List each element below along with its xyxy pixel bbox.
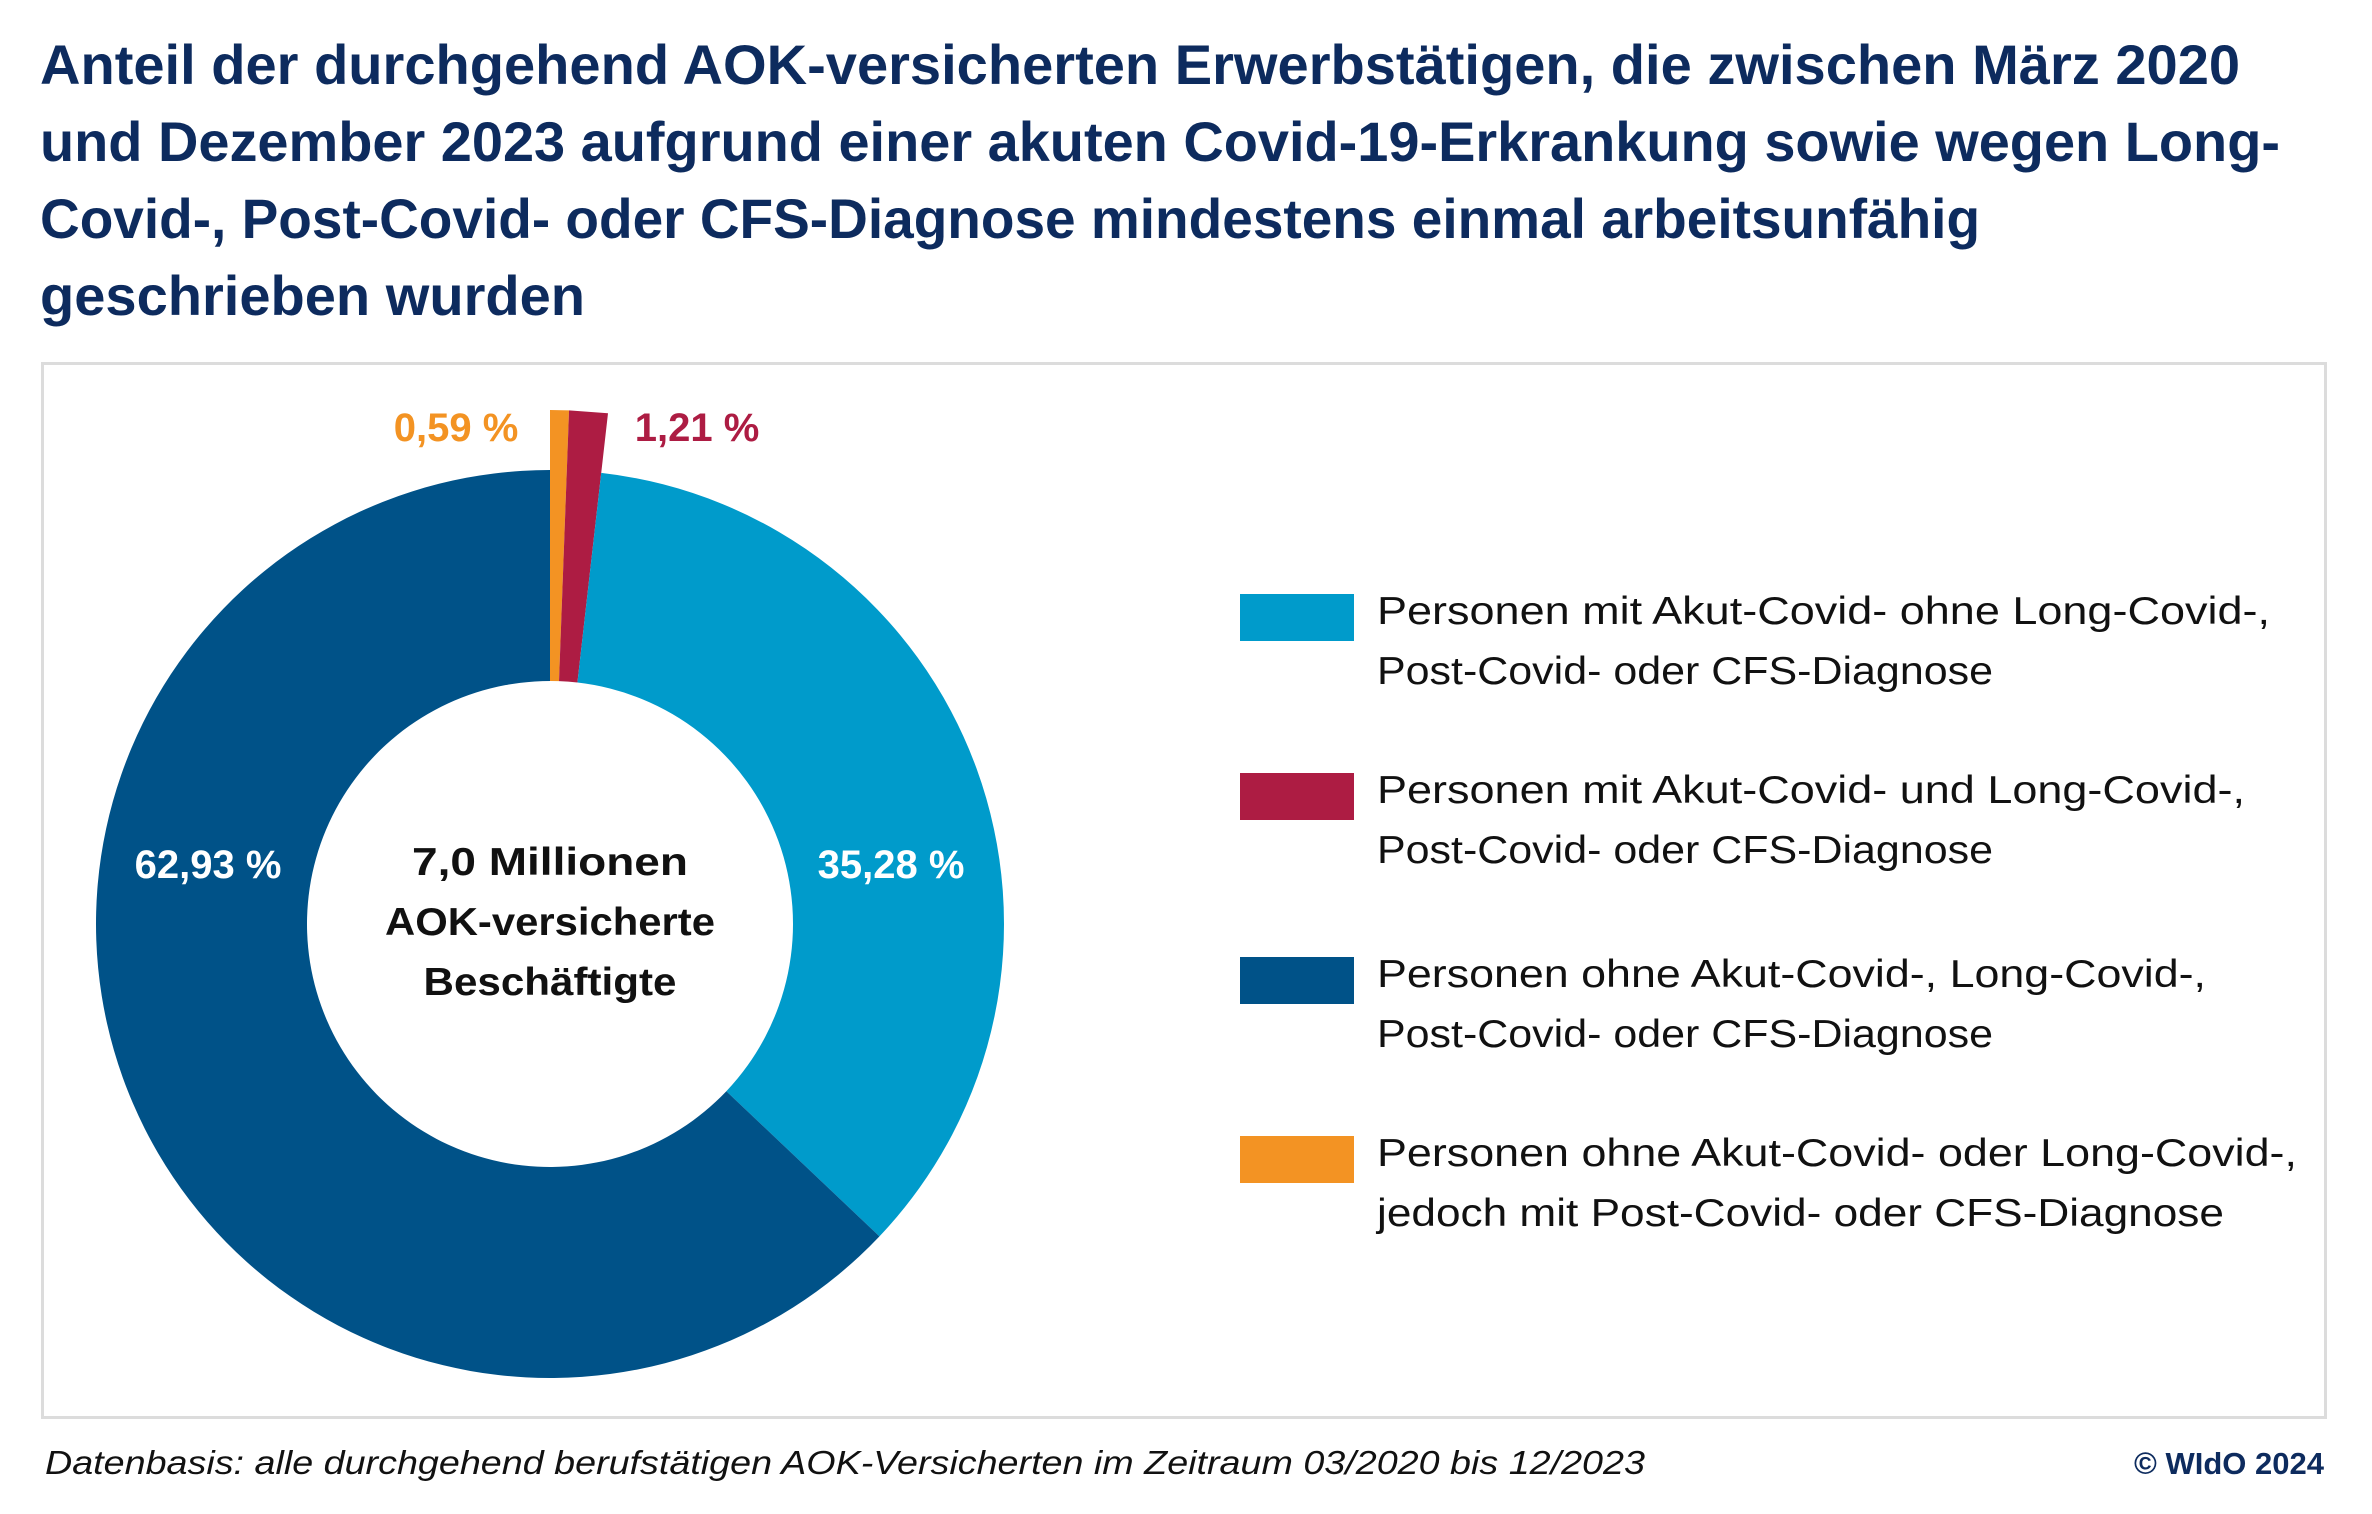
slice-label-orange: 0,59 %	[394, 406, 519, 450]
center-label-line: 7,0 Millionen	[412, 840, 688, 884]
legend-swatch-darkblue	[1240, 957, 1354, 1004]
data-source-note: Datenbasis: alle durchgehend berufstätig…	[45, 1444, 1645, 1481]
chart-title: Anteil der durchgehend AOK-versicherten …	[40, 26, 2284, 334]
legend-label: Personen ohne Akut-Covid- oder Long-Covi…	[1377, 1132, 2297, 1235]
slice-label-lightblue: 35,28 %	[818, 843, 965, 887]
copyright: © WIdO 2024	[2134, 1446, 2324, 1481]
title-line: und Dezember 2023 aufgrund einer akuten …	[40, 110, 2280, 173]
legend-swatch-orange	[1240, 1136, 1354, 1183]
slice-labels: 0,59 % 1,21 % 35,28 % 62,93 %	[135, 406, 965, 887]
donut-slices	[95, 410, 1004, 1378]
slice-label-red: 1,21 %	[635, 406, 760, 450]
slice-orange	[550, 410, 570, 682]
legend-swatch-red	[1240, 773, 1354, 820]
chart-panel	[41, 362, 2327, 1419]
slice-label-darkblue: 62,93 %	[135, 843, 282, 887]
title-line: Anteil der durchgehend AOK-versicherten …	[40, 33, 2241, 96]
slice-red	[559, 410, 609, 683]
title-line: Covid-, Post-Covid- oder CFS-Diagnose mi…	[40, 187, 1981, 250]
slice-darkblue	[95, 470, 880, 1378]
center-label: 7,0 Millionen AOK-versicherte Beschäftigte	[385, 840, 715, 1003]
title-line: geschrieben wurden	[40, 264, 586, 327]
legend-label: Personen mit Akut-Covid- und Long-Covid-…	[1377, 769, 2245, 872]
legend-label: Personen mit Akut-Covid- ohne Long-Covid…	[1377, 590, 2270, 693]
legend-swatch-lightblue	[1240, 594, 1354, 641]
legend-label: Personen ohne Akut-Covid-, Long-Covid-, …	[1377, 953, 2206, 1056]
center-label-line: Beschäftigte	[424, 959, 677, 1003]
center-label-line: AOK-versicherte	[385, 899, 715, 943]
slice-lightblue	[577, 472, 1004, 1237]
